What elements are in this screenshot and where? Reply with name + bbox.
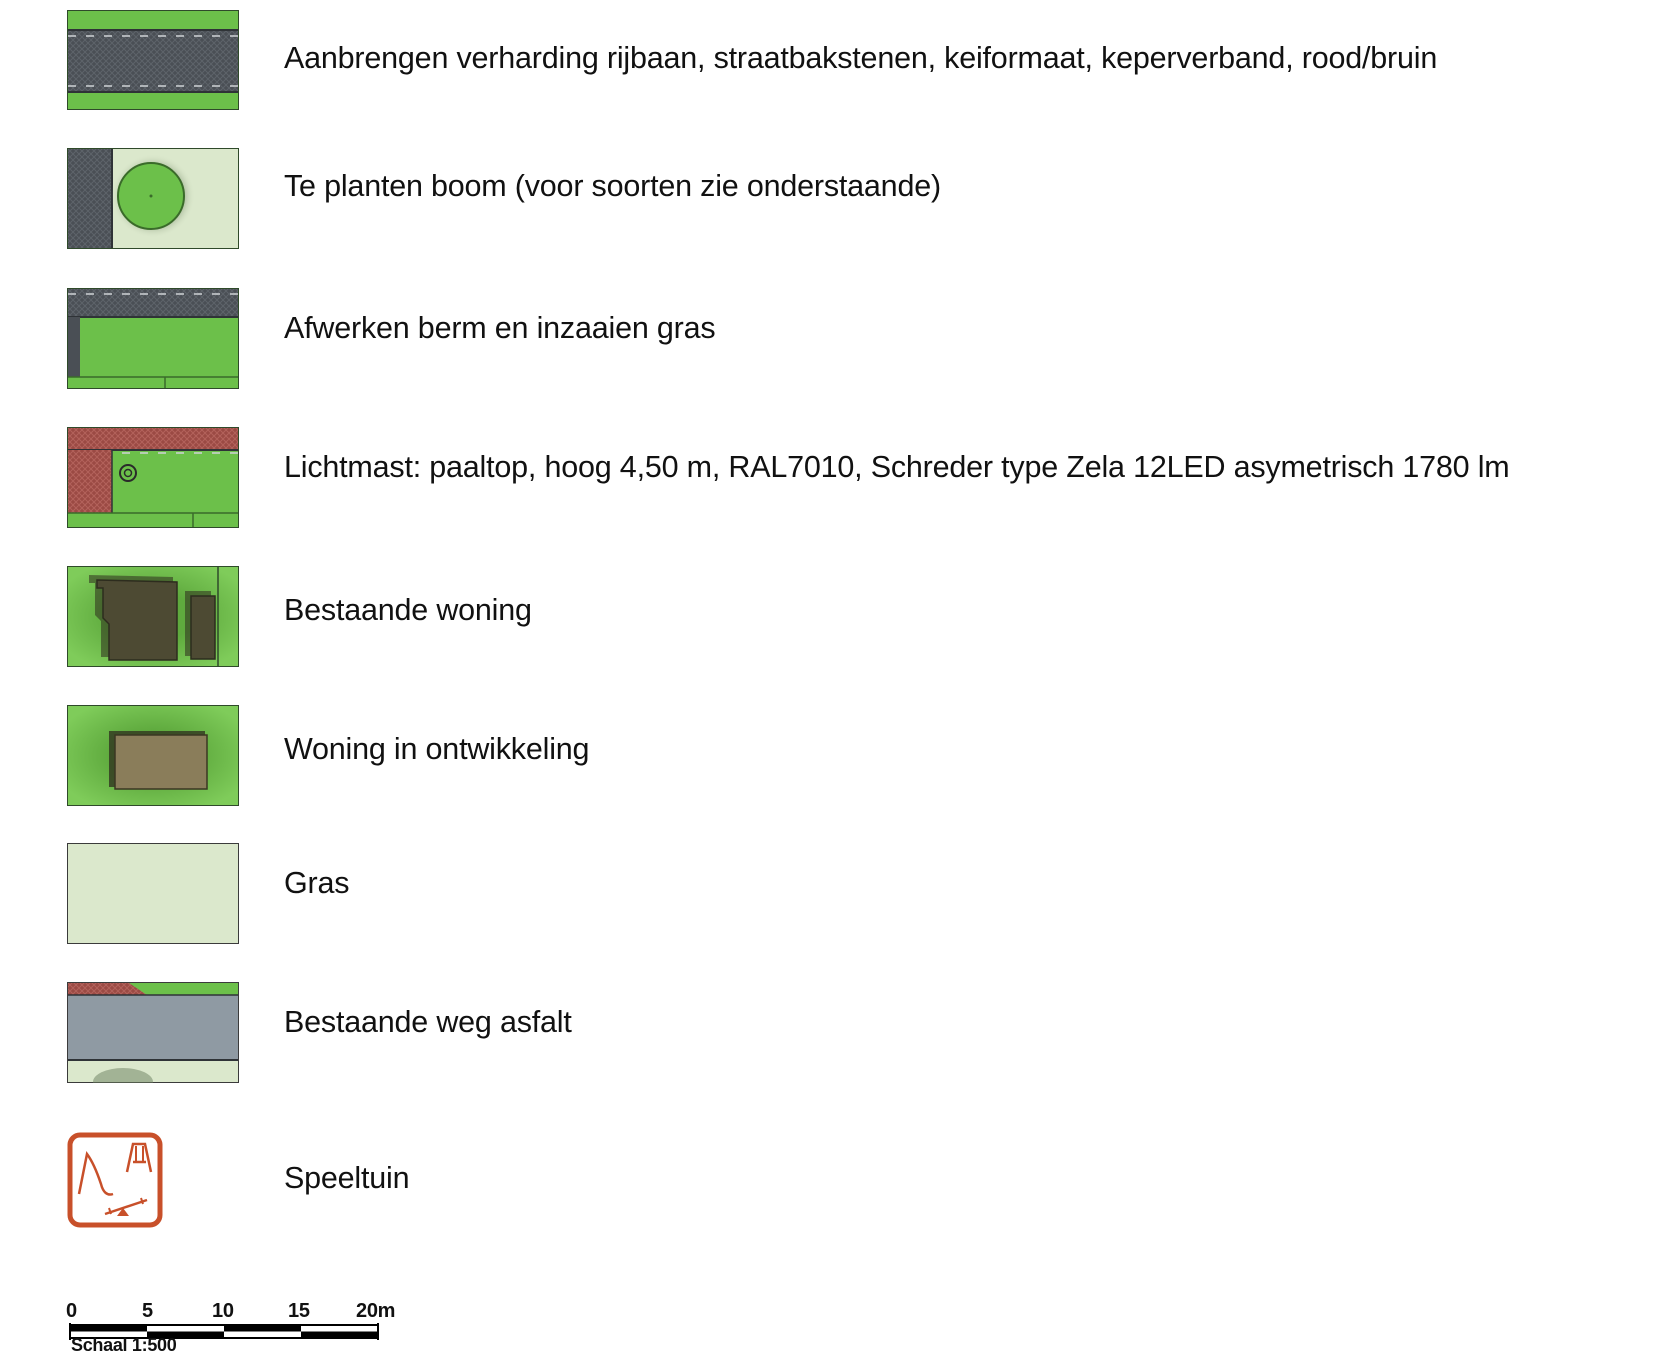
scale-tick-label: 10 — [212, 1300, 234, 1322]
light-pole-swatch — [67, 427, 239, 528]
road-paving-swatch — [67, 10, 239, 110]
legend-label: Lichtmast: paaltop, hoog 4,50 m, RAL7010… — [284, 450, 1510, 484]
legend-label: Afwerken berm en inzaaien gras — [284, 311, 716, 345]
legend-label: Te planten boom (voor soorten zie onders… — [284, 169, 941, 203]
scale-caption: Schaal 1:500 — [71, 1335, 177, 1355]
legend-label: Bestaande weg asfalt — [284, 1005, 572, 1039]
verge-grass-swatch — [67, 288, 239, 389]
existing-asphalt-road-swatch — [67, 982, 239, 1083]
legend-label: Aanbrengen verharding rijbaan, straatbak… — [284, 41, 1438, 75]
legend-label: Gras — [284, 866, 350, 900]
scale-bar — [69, 1323, 379, 1340]
house-in-development-swatch — [67, 705, 239, 806]
grass-swatch — [67, 843, 239, 944]
scale-tick-label: 0 — [66, 1300, 77, 1322]
playground-icon — [67, 1132, 163, 1228]
legend-label: Woning in ontwikkeling — [284, 732, 590, 766]
scale-tick-label: 5 — [142, 1300, 153, 1322]
tree-swatch — [67, 148, 239, 249]
legend-label: Bestaande woning — [284, 593, 532, 627]
existing-house-swatch — [67, 566, 239, 667]
scale-tick-label: 20m — [356, 1300, 396, 1322]
legend-label: Speeltuin — [284, 1161, 410, 1195]
scale-tick-label: 15 — [288, 1300, 310, 1322]
